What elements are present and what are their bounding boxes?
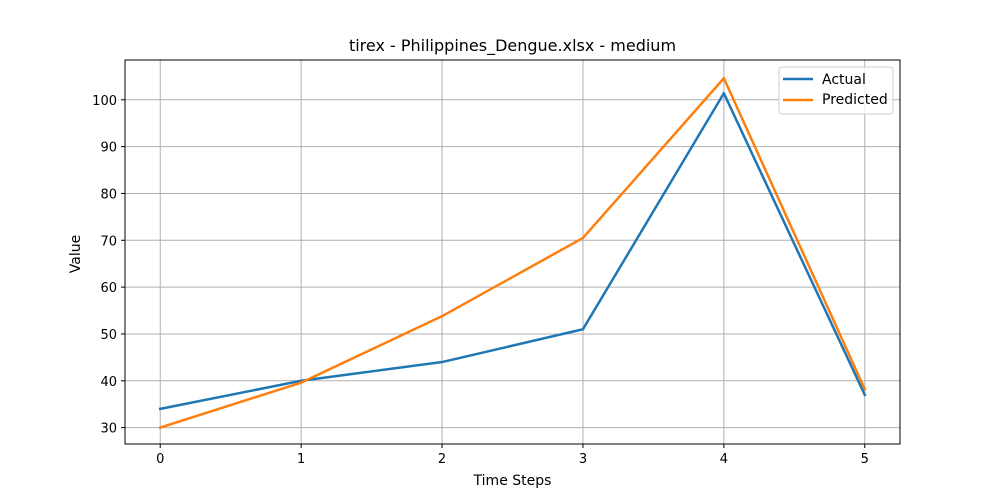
legend-label-actual: Actual — [822, 72, 866, 88]
x-tick-label: 2 — [438, 452, 446, 467]
x-tick-label: 0 — [156, 452, 164, 467]
grid-lines — [125, 60, 900, 444]
y-tick-label: 50 — [100, 328, 117, 343]
data-point-actual — [863, 393, 867, 397]
data-point-predicted — [440, 314, 444, 318]
data-point-actual — [158, 407, 162, 411]
series-line-predicted — [158, 77, 867, 430]
x-tick-label: 5 — [861, 452, 869, 467]
series-lines — [158, 77, 867, 430]
x-axis-label: Time Steps — [473, 473, 552, 489]
y-tick-label: 70 — [100, 234, 117, 249]
data-point-predicted — [581, 236, 585, 240]
y-tick-label: 30 — [100, 422, 117, 437]
data-point-predicted — [299, 381, 303, 384]
plot-area-frame — [124, 59, 901, 445]
y-tick-label: 60 — [100, 281, 117, 296]
legend: Actual Predicted — [778, 66, 894, 115]
series-line-actual — [158, 92, 867, 411]
chart-title: tirex - Philippines_Dengue.xlsx - medium — [349, 36, 676, 56]
x-tick-label: 3 — [579, 452, 587, 467]
data-point-predicted — [158, 426, 162, 429]
data-point-predicted — [722, 77, 726, 80]
data-point-predicted — [863, 387, 867, 391]
y-tick-label: 90 — [100, 141, 117, 156]
y-tick-label: 40 — [100, 375, 117, 390]
data-point-actual — [722, 91, 726, 95]
x-tick-label: 4 — [720, 452, 728, 467]
y-axis-ticks: 30 40 50 60 70 80 90 100 — [92, 94, 125, 437]
y-axis-label: Value — [68, 235, 84, 273]
y-tick-label: 80 — [100, 187, 117, 202]
data-point-actual — [581, 328, 585, 331]
legend-label-predicted: Predicted — [822, 92, 888, 108]
x-tick-label: 1 — [297, 452, 305, 467]
x-axis-ticks: 0 1 2 3 4 5 — [156, 444, 869, 467]
y-tick-label: 100 — [92, 94, 117, 109]
data-point-actual — [440, 360, 444, 364]
